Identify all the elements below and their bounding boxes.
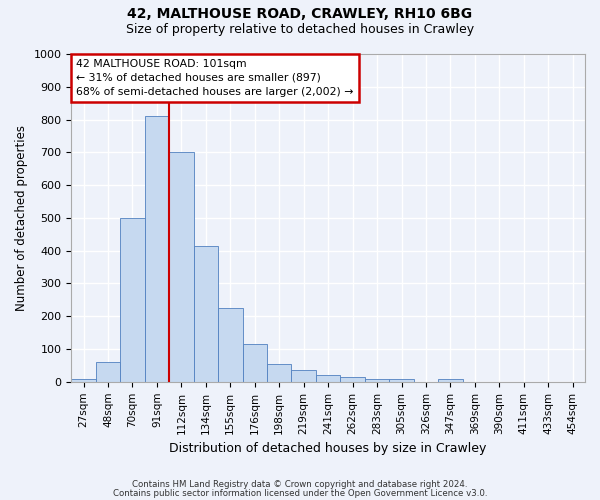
Bar: [194, 246, 218, 382]
Text: Size of property relative to detached houses in Crawley: Size of property relative to detached ho…: [126, 22, 474, 36]
Bar: [169, 152, 194, 382]
Bar: [145, 116, 169, 382]
Bar: [218, 308, 242, 382]
Bar: [96, 362, 120, 382]
Bar: [292, 370, 316, 382]
Bar: [267, 364, 292, 382]
Bar: [71, 378, 96, 382]
Text: 42, MALTHOUSE ROAD, CRAWLEY, RH10 6BG: 42, MALTHOUSE ROAD, CRAWLEY, RH10 6BG: [127, 8, 473, 22]
Y-axis label: Number of detached properties: Number of detached properties: [15, 125, 28, 311]
Bar: [365, 378, 389, 382]
Bar: [340, 377, 365, 382]
Bar: [120, 218, 145, 382]
Text: 42 MALTHOUSE ROAD: 101sqm
← 31% of detached houses are smaller (897)
68% of semi: 42 MALTHOUSE ROAD: 101sqm ← 31% of detac…: [76, 59, 353, 97]
Bar: [438, 378, 463, 382]
Text: Contains HM Land Registry data © Crown copyright and database right 2024.: Contains HM Land Registry data © Crown c…: [132, 480, 468, 489]
Text: Contains public sector information licensed under the Open Government Licence v3: Contains public sector information licen…: [113, 488, 487, 498]
Bar: [316, 376, 340, 382]
Bar: [242, 344, 267, 382]
X-axis label: Distribution of detached houses by size in Crawley: Distribution of detached houses by size …: [169, 442, 487, 455]
Bar: [389, 378, 414, 382]
